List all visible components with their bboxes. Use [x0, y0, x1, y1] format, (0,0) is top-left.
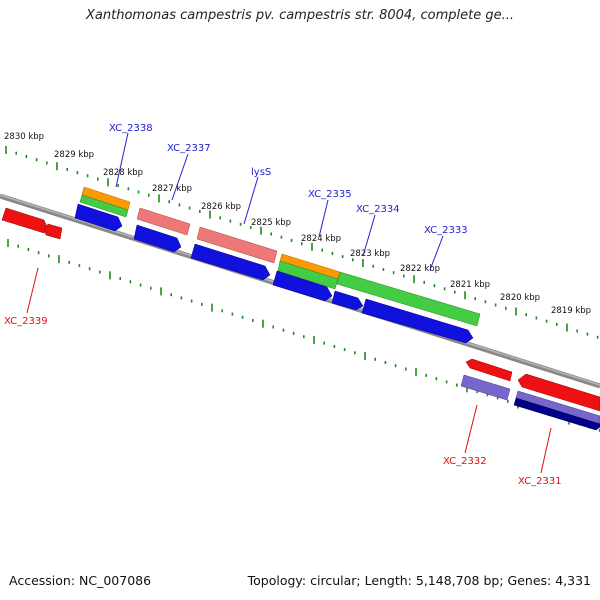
leader-line — [243, 176, 259, 225]
cds-arrow-lyss[interactable] — [190, 243, 271, 281]
leader-line — [540, 427, 552, 474]
cds-arrow-xc2338[interactable] — [74, 203, 123, 232]
scale-label: 2819 kbp — [551, 306, 591, 316]
feature-rrna-lyss[interactable] — [196, 226, 278, 264]
scale-label: 2822 kbp — [400, 264, 440, 274]
scale-label: 2827 kbp — [152, 184, 192, 194]
gene-label-xc2338[interactable]: XC_2338 — [109, 123, 153, 134]
scale-label: 2823 kbp — [350, 249, 390, 259]
gene-label-leaders — [115, 132, 444, 271]
leader-line — [115, 132, 129, 188]
leader-line — [171, 153, 189, 201]
feature-green-xc2333[interactable] — [336, 271, 481, 327]
scale-label: 2830 kbp — [4, 132, 44, 142]
gene-label-xc2332[interactable]: XC_2332 — [443, 456, 487, 467]
scale-label: 2828 kbp — [103, 168, 143, 178]
scale-label: 2820 kbp — [500, 293, 540, 303]
feature-green-upper-left[interactable] — [79, 194, 129, 218]
genome-summary: Topology: circular; Length: 5,148,708 bp… — [247, 573, 591, 588]
gene-label-xc2339[interactable]: XC_2339 — [4, 316, 48, 327]
cds-arrow-xc2335[interactable] — [272, 270, 333, 302]
scale-label: 2821 kbp — [450, 280, 490, 290]
gene-label-leaders-red — [26, 267, 552, 474]
cds-arrow-xc2337[interactable] — [133, 224, 182, 253]
scale-label: 2826 kbp — [201, 202, 241, 212]
pseudo-gene-xc2331[interactable] — [515, 390, 600, 425]
gene-arrow-xc2339-b[interactable] — [43, 223, 63, 240]
cds-arrow-xc2333[interactable] — [361, 298, 474, 344]
gene-label-xc2331[interactable]: XC_2331 — [518, 476, 562, 487]
pseudo-gene-xc2332[interactable] — [460, 374, 511, 401]
gene-arrow-xc2339-a[interactable] — [1, 207, 49, 234]
gene-label-xc2335[interactable]: XC_2335 — [308, 189, 352, 200]
leader-line — [318, 199, 329, 238]
feature-green-xc2335[interactable] — [277, 260, 339, 290]
leader-line — [362, 214, 376, 257]
scale-label: 2829 kbp — [54, 150, 94, 160]
gene-label-xc2333[interactable]: XC_2333 — [424, 225, 468, 236]
gene-arrow-xc2332[interactable] — [465, 358, 513, 382]
gene-label-xc2334[interactable]: XC_2334 — [356, 204, 400, 215]
genome-title: Xanthomonas campestris pv. campestris st… — [86, 8, 514, 23]
leader-line — [464, 404, 478, 454]
gene-label-lyss[interactable]: lysS — [251, 167, 271, 178]
gene-label-xc2337[interactable]: XC_2337 — [167, 143, 211, 154]
scale-label: 2824 kbp — [301, 234, 341, 244]
accession-number: Accession: NC_007086 — [9, 573, 152, 588]
cds-arrow-xc2334[interactable] — [331, 290, 364, 311]
upper-scale-ruler — [5, 146, 599, 339]
dark-cds-xc2331[interactable] — [513, 397, 600, 431]
gene-arrow-xc2331[interactable] — [517, 373, 600, 412]
feature-rrna-xc2337[interactable] — [136, 207, 191, 236]
scale-label: 2825 kbp — [251, 218, 291, 228]
leader-line — [26, 267, 39, 314]
leader-line — [429, 235, 444, 271]
